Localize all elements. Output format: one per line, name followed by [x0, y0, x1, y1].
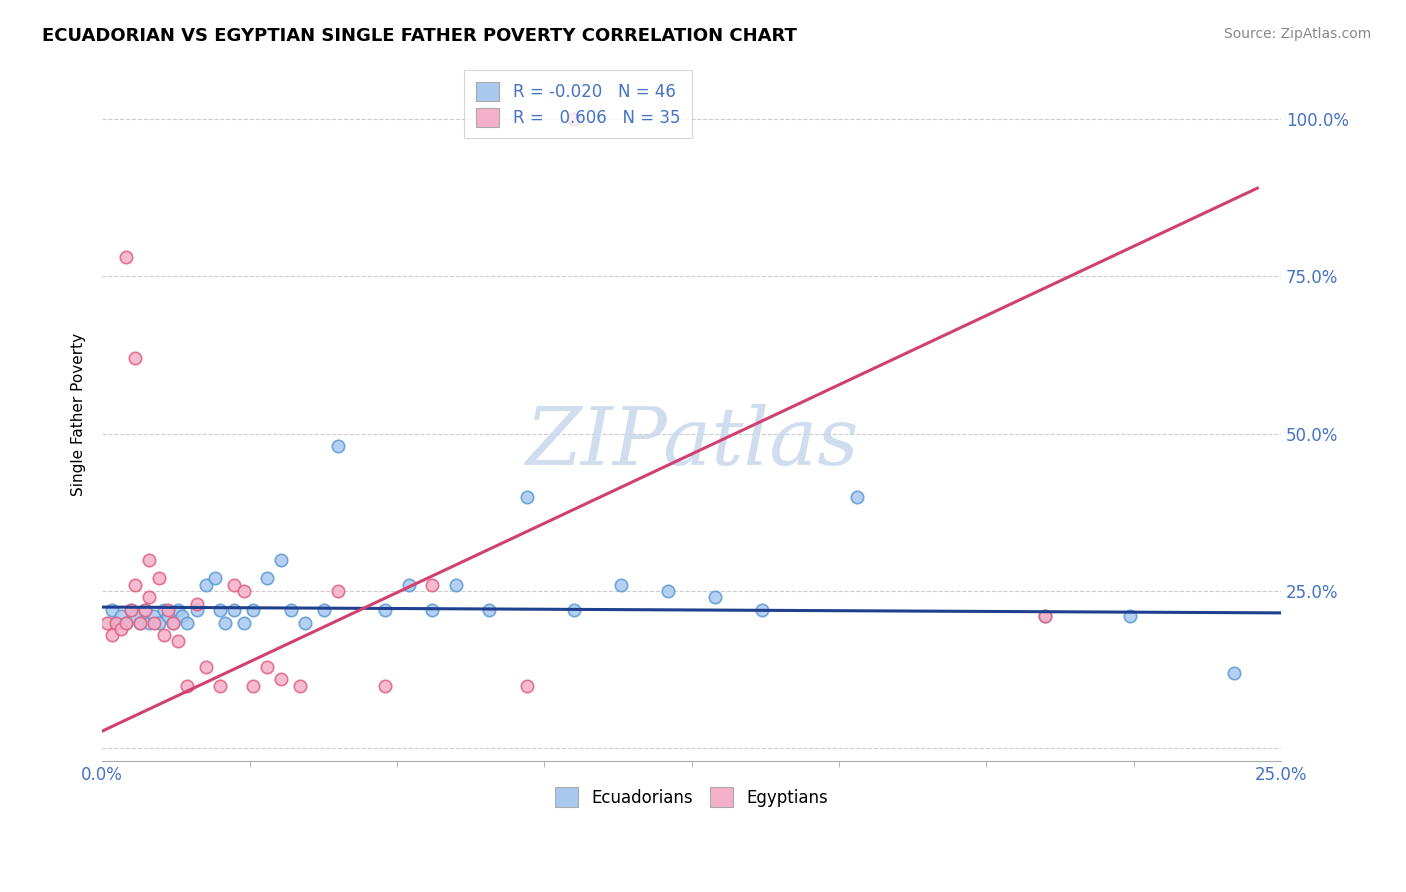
Point [134, 603, 156, 617]
Point [166, 634, 188, 648]
Point [1223, 665, 1246, 680]
Point [162, 615, 184, 630]
Y-axis label: Single Father Poverty: Single Father Poverty [72, 334, 86, 496]
Point [270, 552, 292, 566]
Point [152, 628, 174, 642]
Point [100, 628, 122, 642]
Point [1033, 609, 1056, 624]
Point [209, 603, 232, 617]
Point [242, 679, 264, 693]
Legend: Ecuadorians, Egyptians: Ecuadorians, Egyptians [547, 779, 837, 815]
Point [138, 591, 160, 605]
Point [138, 552, 160, 566]
Text: ZIPatlas: ZIPatlas [524, 404, 858, 482]
Point [312, 603, 335, 617]
Point [256, 572, 278, 586]
Point [232, 584, 254, 599]
Point [124, 609, 146, 624]
Point [224, 578, 246, 592]
Point [134, 603, 156, 617]
Point [1033, 609, 1056, 624]
Point [256, 659, 278, 673]
Point [420, 603, 443, 617]
Point [294, 615, 316, 630]
Point [290, 679, 312, 693]
Point [1119, 609, 1142, 624]
Point [214, 615, 236, 630]
Point [110, 609, 132, 624]
Point [172, 609, 194, 624]
Point [232, 615, 254, 630]
Point [326, 439, 349, 453]
Point [120, 603, 142, 617]
Point [224, 603, 246, 617]
Point [114, 251, 136, 265]
Point [562, 112, 585, 126]
Point [105, 615, 128, 630]
Point [96, 615, 118, 630]
Point [270, 672, 292, 686]
Point [194, 578, 217, 592]
Point [204, 572, 226, 586]
Point [176, 615, 198, 630]
Point [143, 615, 166, 630]
Point [420, 578, 443, 592]
Point [129, 615, 152, 630]
Point [242, 603, 264, 617]
Text: ECUADORIAN VS EGYPTIAN SINGLE FATHER POVERTY CORRELATION CHART: ECUADORIAN VS EGYPTIAN SINGLE FATHER POV… [42, 27, 797, 45]
Point [562, 603, 585, 617]
Point [157, 603, 180, 617]
Point [186, 603, 208, 617]
Point [143, 609, 166, 624]
Point [845, 490, 868, 504]
Point [138, 615, 160, 630]
Point [148, 615, 170, 630]
Point [124, 578, 146, 592]
Text: Source: ZipAtlas.com: Source: ZipAtlas.com [1223, 27, 1371, 41]
Point [124, 351, 146, 365]
Point [110, 622, 132, 636]
Point [444, 578, 467, 592]
Point [129, 615, 152, 630]
Point [610, 578, 633, 592]
Point [326, 584, 349, 599]
Point [176, 679, 198, 693]
Point [166, 603, 188, 617]
Point [152, 603, 174, 617]
Point [148, 572, 170, 586]
Point [751, 603, 773, 617]
Point [114, 615, 136, 630]
Point [374, 679, 396, 693]
Point [374, 603, 396, 617]
Point [478, 603, 501, 617]
Point [398, 578, 420, 592]
Point [157, 609, 180, 624]
Point [186, 597, 208, 611]
Point [114, 615, 136, 630]
Point [100, 603, 122, 617]
Point [105, 615, 128, 630]
Point [280, 603, 302, 617]
Point [704, 591, 727, 605]
Point [162, 615, 184, 630]
Point [120, 603, 142, 617]
Point [516, 679, 538, 693]
Point [516, 490, 538, 504]
Point [209, 679, 232, 693]
Point [194, 659, 217, 673]
Point [657, 584, 679, 599]
